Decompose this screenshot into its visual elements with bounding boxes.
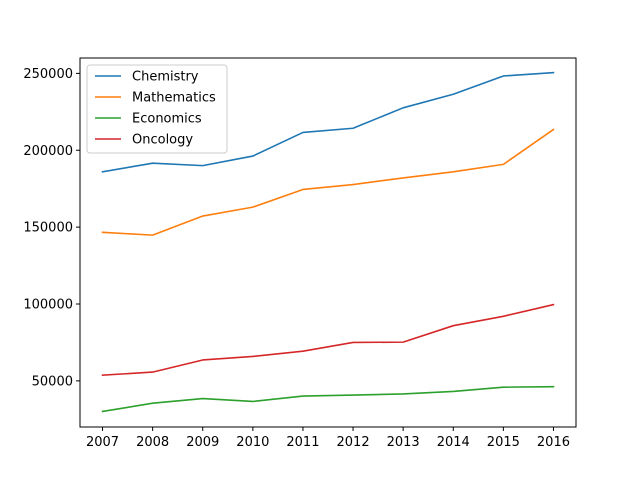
- y-tick-label: 100000: [23, 298, 73, 313]
- x-axis: 2007 2008 2009 2010 2011 2012 2013 2014 2015 2016: [86, 427, 570, 450]
- x-tick-label: 2010: [236, 435, 269, 450]
- x-tick-label: 2016: [537, 435, 570, 450]
- legend: Chemistry Mathematics Economics Oncology: [86, 64, 228, 154]
- series-line-oncology: [101, 303, 555, 377]
- legend-label-mathematics: Mathematics: [132, 91, 216, 106]
- legend-label-chemistry: Chemistry: [132, 70, 199, 85]
- y-tick-label: 50000: [32, 374, 73, 389]
- x-tick-label: 2012: [337, 435, 370, 450]
- legend-label-economics: Economics: [132, 112, 202, 127]
- y-axis: 50000 100000 150000 200000 250000: [23, 67, 80, 389]
- x-tick-label: 2008: [136, 435, 169, 450]
- y-tick-label: 200000: [23, 144, 73, 159]
- x-tick-label: 2015: [487, 435, 520, 450]
- y-tick-label: 250000: [23, 67, 73, 82]
- y-tick-label: 150000: [23, 221, 73, 236]
- series-layer: [101, 71, 555, 413]
- x-tick-label: 2011: [286, 435, 319, 450]
- series-line-chemistry: [101, 71, 555, 173]
- x-tick-label: 2014: [437, 435, 470, 450]
- legend-label-oncology: Oncology: [132, 133, 193, 148]
- x-tick-label: 2007: [86, 435, 119, 450]
- series-line-economics: [101, 385, 555, 413]
- series-line-mathematics: [101, 128, 555, 236]
- legend-box: [86, 64, 228, 154]
- x-tick-label: 2013: [387, 435, 420, 450]
- plot-area-frame: [79, 57, 577, 428]
- x-tick-label: 2009: [186, 435, 219, 450]
